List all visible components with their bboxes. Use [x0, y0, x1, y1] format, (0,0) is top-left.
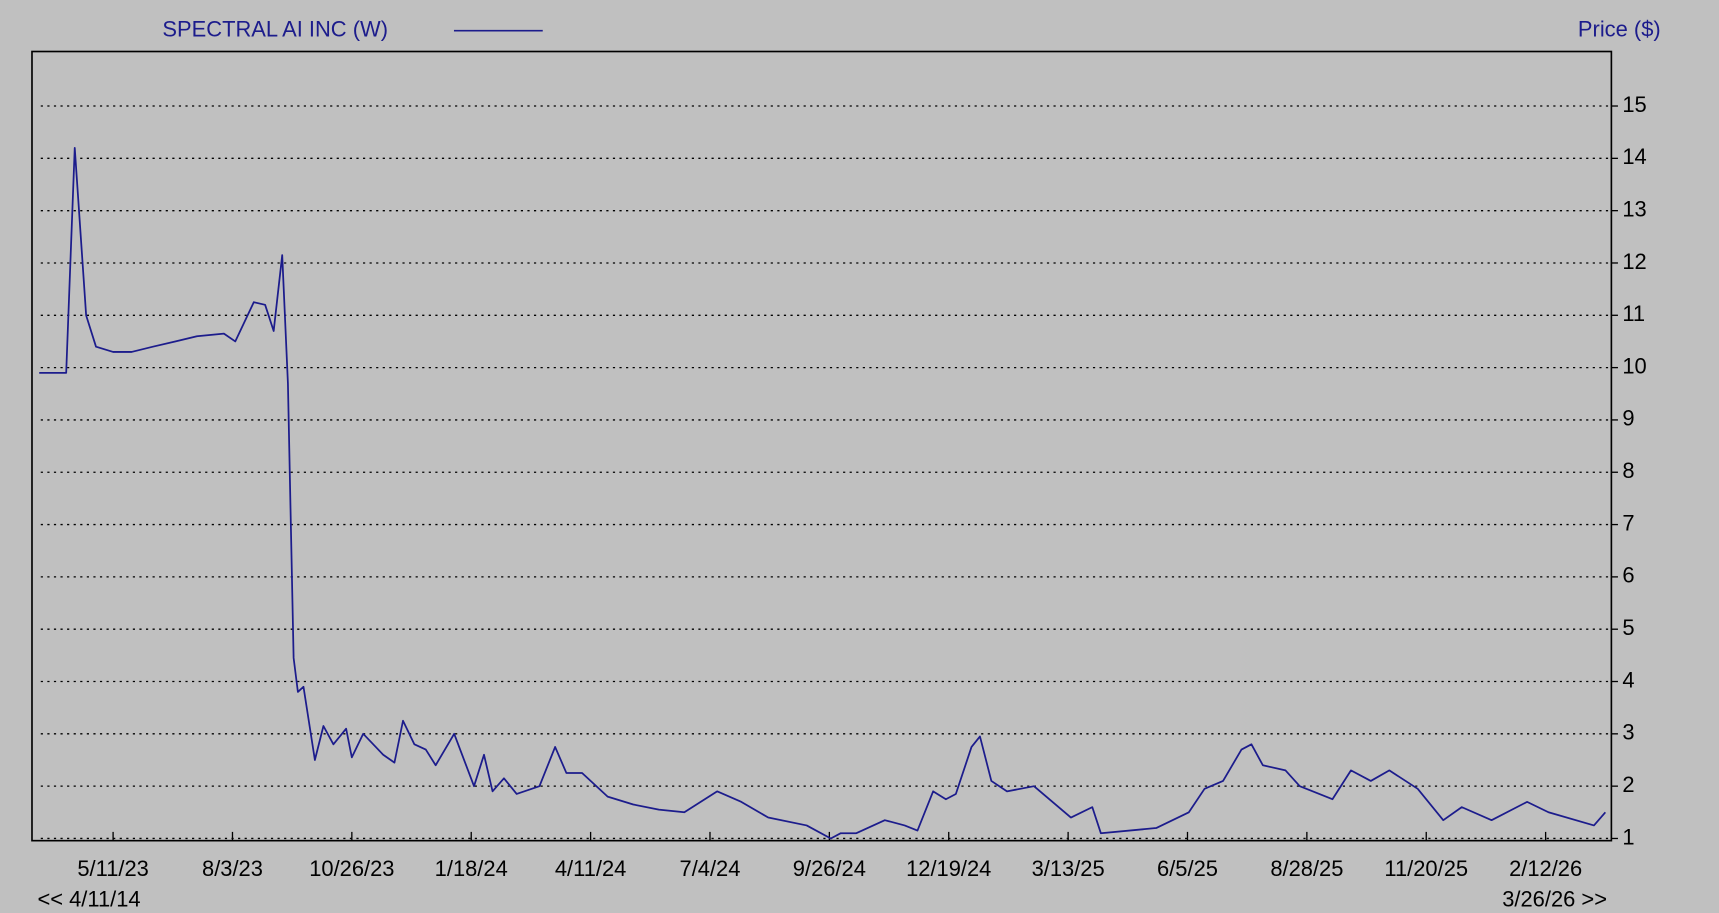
y-tick-label: 5	[1622, 615, 1634, 640]
nav-forward[interactable]: 3/26/26 >>	[1502, 887, 1607, 912]
price-line	[39, 146, 1607, 840]
plot-frame	[31, 50, 1613, 842]
x-tick-label: 5/11/23	[77, 856, 148, 881]
x-tick-label: 7/4/24	[680, 856, 741, 881]
legend-label: SPECTRAL AI INC (W)	[162, 16, 388, 41]
x-tick-label: 8/28/25	[1270, 856, 1343, 881]
y-tick-label: 11	[1622, 301, 1645, 326]
y-tick-label: 15	[1622, 92, 1646, 117]
x-tick-label: 4/11/24	[555, 856, 626, 881]
y-tick-label: 9	[1622, 406, 1634, 431]
x-tick-label: 1/18/24	[435, 856, 508, 881]
y-tick-label: 1	[1622, 824, 1634, 849]
x-tick-label: 10/26/23	[309, 856, 394, 881]
nav-back[interactable]: << 4/11/14	[37, 887, 140, 912]
y-tick-label: 8	[1622, 458, 1634, 483]
y-tick-label: 4	[1622, 667, 1634, 692]
x-tick-label: 11/20/25	[1384, 856, 1468, 881]
y-axis-label: Price ($)	[1578, 16, 1661, 41]
y-tick-label: 7	[1622, 510, 1634, 535]
y-tick-label: 10	[1622, 353, 1646, 378]
y-tick-label: 3	[1622, 720, 1634, 745]
x-tick-label: 12/19/24	[906, 856, 991, 881]
y-tick-label: 14	[1622, 144, 1646, 169]
x-tick-label: 8/3/23	[202, 856, 263, 881]
y-tick-label: 6	[1622, 563, 1634, 588]
y-tick-label: 2	[1622, 772, 1634, 797]
x-tick-label: 9/26/24	[793, 856, 866, 881]
y-tick-label: 13	[1622, 196, 1646, 221]
x-tick-label: 3/13/25	[1032, 856, 1105, 881]
y-tick-label: 12	[1622, 249, 1646, 274]
x-tick-label: 2/12/26	[1509, 856, 1582, 881]
x-tick-label: 6/5/25	[1157, 856, 1218, 881]
